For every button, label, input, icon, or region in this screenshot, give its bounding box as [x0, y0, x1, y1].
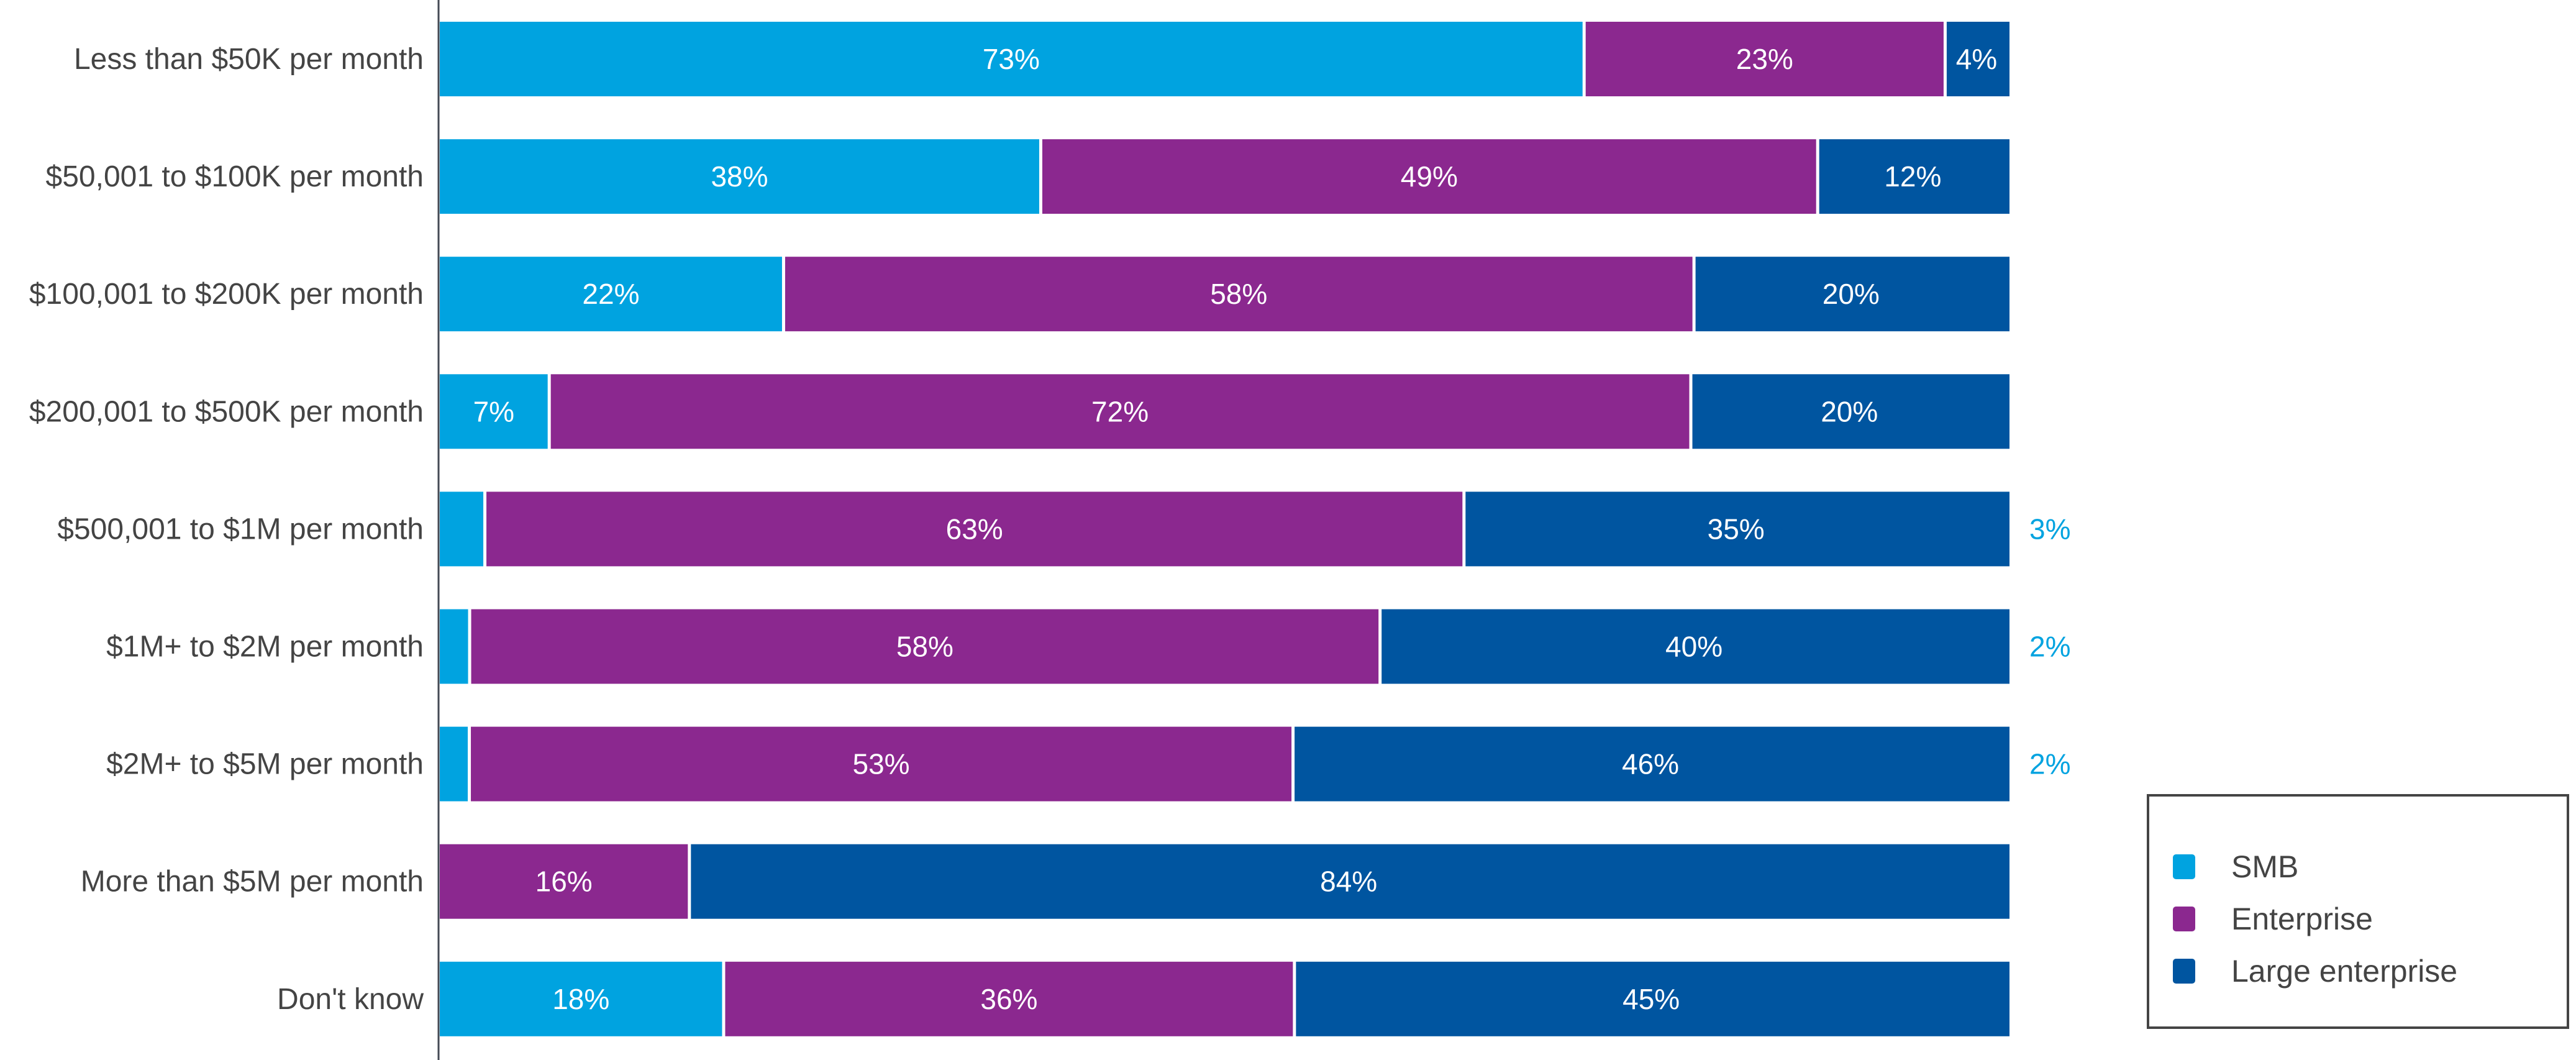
bar-segment-large-enterprise: [1692, 374, 2009, 449]
data-label: 18%: [552, 983, 609, 1015]
bar-segment-smb: [440, 257, 782, 332]
data-label: 7%: [473, 395, 514, 427]
category-label: $100,001 to $200K per month: [29, 278, 424, 311]
bar-segment-large-enterprise: [1695, 257, 2009, 332]
data-label: 12%: [1884, 160, 1941, 193]
category-label: Less than $50K per month: [74, 43, 424, 76]
legend-item-smb: SMB: [2173, 849, 2298, 885]
data-label: 49%: [1401, 160, 1458, 193]
legend-item-large-enterprise: Large enterprise: [2173, 953, 2457, 989]
data-label: 72%: [1091, 395, 1149, 427]
bar-segment-smb: [440, 961, 722, 1036]
legend-label: Enterprise: [2231, 902, 2373, 936]
bar-segment-enterprise: [785, 257, 1693, 332]
bar-segment-enterprise: [1585, 22, 1944, 96]
data-label: 63%: [946, 513, 1003, 545]
data-label: 84%: [1320, 866, 1377, 898]
bar-segment-smb: [440, 491, 484, 567]
bar-segment-enterprise: [471, 609, 1379, 684]
bar-segment-enterprise: [550, 374, 1690, 449]
data-label: 20%: [1821, 395, 1878, 427]
bar-segment-enterprise: [471, 726, 1292, 802]
bar-segment-large-enterprise: [1819, 139, 2009, 214]
data-label: 73%: [983, 43, 1040, 75]
bar-segment-smb: [440, 726, 468, 802]
legend-item-enterprise: Enterprise: [2173, 901, 2373, 937]
data-label: 4%: [1956, 43, 1997, 75]
category-label: $200,001 to $500K per month: [29, 395, 424, 428]
bar-segment-large-enterprise: [1465, 491, 2009, 567]
category-label: $1M+ to $2M per month: [106, 631, 424, 664]
legend-swatch-smb: [2173, 854, 2195, 879]
bar-segment-large-enterprise: [691, 844, 2010, 919]
legend-label: Large enterprise: [2231, 954, 2458, 989]
data-label: 20%: [1823, 278, 1880, 310]
data-label: 40%: [1665, 631, 1723, 663]
data-label: 46%: [1622, 748, 1679, 780]
bar-segment-smb: [440, 374, 548, 449]
bar-segment-enterprise: [1042, 139, 1816, 214]
data-label: 22%: [582, 278, 639, 310]
data-label: 38%: [711, 160, 768, 193]
data-label: 45%: [1623, 983, 1680, 1015]
data-label-outside: 2%: [2029, 631, 2070, 663]
legend-swatch-large-enterprise: [2173, 959, 2195, 984]
category-label: $50,001 to $100K per month: [46, 160, 424, 193]
data-label: 36%: [980, 983, 1037, 1015]
legend-swatch-enterprise: [2173, 907, 2195, 931]
legend-label: SMB: [2231, 849, 2299, 884]
legend: SMB Enterprise Large enterprise: [2147, 794, 2569, 1029]
bar-segment-smb: [440, 609, 468, 684]
data-label-outside: 2%: [2029, 748, 2070, 780]
data-label: 23%: [1736, 43, 1793, 75]
category-label: $2M+ to $5M per month: [106, 748, 424, 781]
bar-segment-large-enterprise: [1295, 726, 2009, 802]
bar-segment-enterprise: [725, 961, 1293, 1036]
bar-segment-smb: [440, 22, 1583, 96]
category-label: Don't know: [277, 983, 424, 1016]
bar-segment-large-enterprise: [1381, 609, 2009, 684]
data-label: 16%: [535, 866, 593, 898]
data-label: 35%: [1708, 513, 1765, 545]
bar-segment-large-enterprise: [1946, 22, 2009, 96]
category-label: More than $5M per month: [81, 866, 424, 898]
bar-segment-smb: [440, 139, 1039, 214]
bar-segment-enterprise: [440, 844, 688, 919]
data-label-outside: 3%: [2029, 513, 2070, 545]
data-label: 58%: [896, 631, 953, 663]
data-label: 58%: [1210, 278, 1267, 310]
bar-segment-enterprise: [486, 491, 1463, 567]
category-label: $500,001 to $1M per month: [57, 513, 424, 546]
data-label: 53%: [853, 748, 910, 780]
bar-segment-large-enterprise: [1296, 961, 2009, 1036]
